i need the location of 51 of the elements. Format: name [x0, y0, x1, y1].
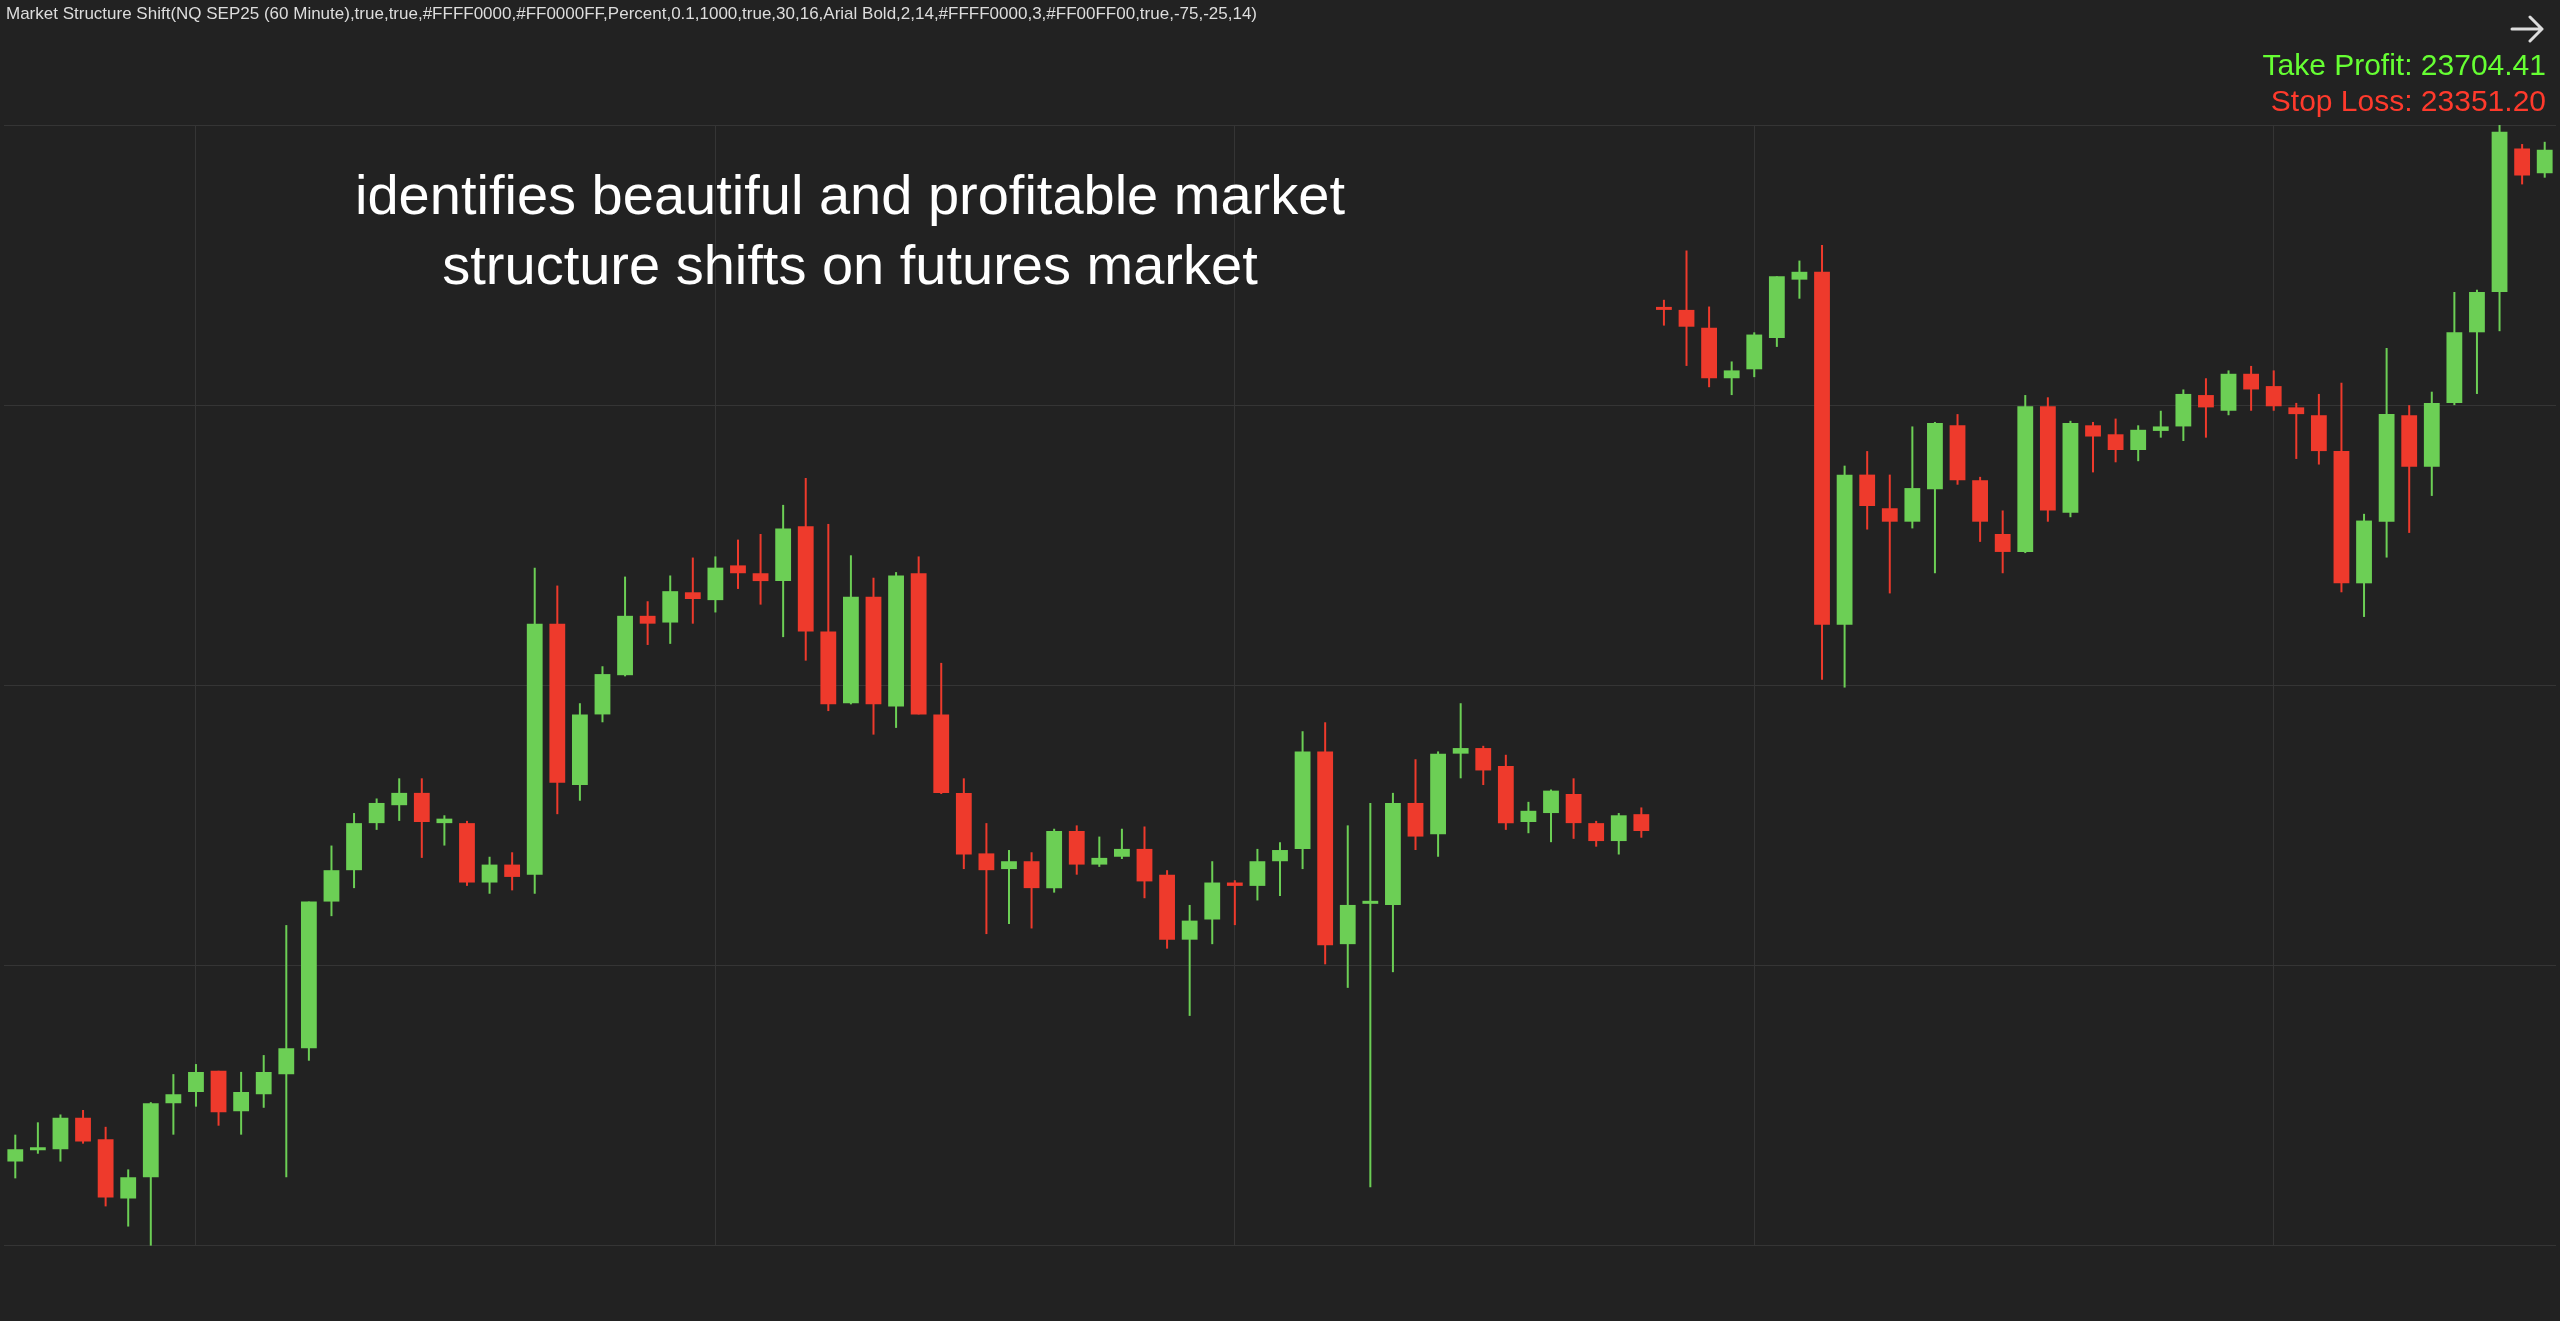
candlestick: [2107, 417, 2124, 464]
candlestick: [2536, 140, 2553, 179]
candlestick: [1181, 903, 1198, 1017]
text: Take Profit: 23704.41: [2262, 48, 2546, 82]
candlestick: [29, 1121, 46, 1155]
candlestick: [1588, 819, 1605, 848]
candlestick: [1272, 841, 1288, 897]
text: Stop Loss: 23351.20: [2270, 84, 2546, 118]
candlestick: [2265, 369, 2282, 412]
candlestick: [1452, 702, 1469, 780]
candlestick: [1791, 259, 1808, 300]
candlestick: [1475, 744, 1492, 787]
candlestick: [2288, 401, 2305, 460]
candlestick: [1226, 879, 1243, 927]
candlestick: [1678, 249, 1695, 367]
candlestick: [2152, 409, 2169, 439]
candlestick: [504, 851, 521, 892]
candlestick: [1656, 298, 1672, 327]
candlestick: [1881, 473, 1898, 595]
candlestick: [2130, 424, 2147, 463]
candlestick: [752, 533, 769, 606]
candlestick: [639, 600, 656, 646]
candlestick: [165, 1073, 182, 1136]
candlestick: [233, 1070, 250, 1136]
candlestick: [188, 1063, 204, 1108]
candlestick: [2243, 364, 2260, 412]
candlestick: [75, 1109, 91, 1145]
candlestick: [978, 822, 995, 936]
candlestick: [1001, 849, 1017, 925]
candlestick: [1362, 801, 1379, 1189]
candlestick: [1091, 835, 1108, 868]
candlestick: [278, 924, 295, 1179]
candlestick: [368, 797, 385, 831]
candlestick: [1114, 827, 1130, 860]
candlestick: [1633, 806, 1650, 839]
candlestick: [255, 1054, 272, 1109]
candlestick: [730, 538, 746, 590]
candlestick: [2198, 377, 2214, 439]
candlestick: [1723, 360, 1740, 397]
annotation: identifies beautiful and profitable market structure shifts on futures market: [354, 162, 1346, 298]
candlestick: [1520, 800, 1537, 835]
candlestick: [684, 556, 701, 625]
candlestick: [1994, 509, 2011, 575]
candlestick: [481, 855, 498, 895]
chart-title: Market Structure Shift(NQ SEP25 (60 Minute),true,true,#FFFF0000,#FF0000FF,Percent,0.1,1000,true,30,16,Arial Bold,2,14,#FFFF0000,3,#FF00FF00,true,-75,-25,14): [6, 4, 1258, 24]
candlestick: [436, 814, 453, 847]
candlestick: [7, 1133, 24, 1180]
candlestick: [391, 777, 408, 822]
candlestick: [120, 1168, 137, 1228]
candlestick: [1543, 788, 1559, 844]
candlestick: [2085, 420, 2101, 474]
